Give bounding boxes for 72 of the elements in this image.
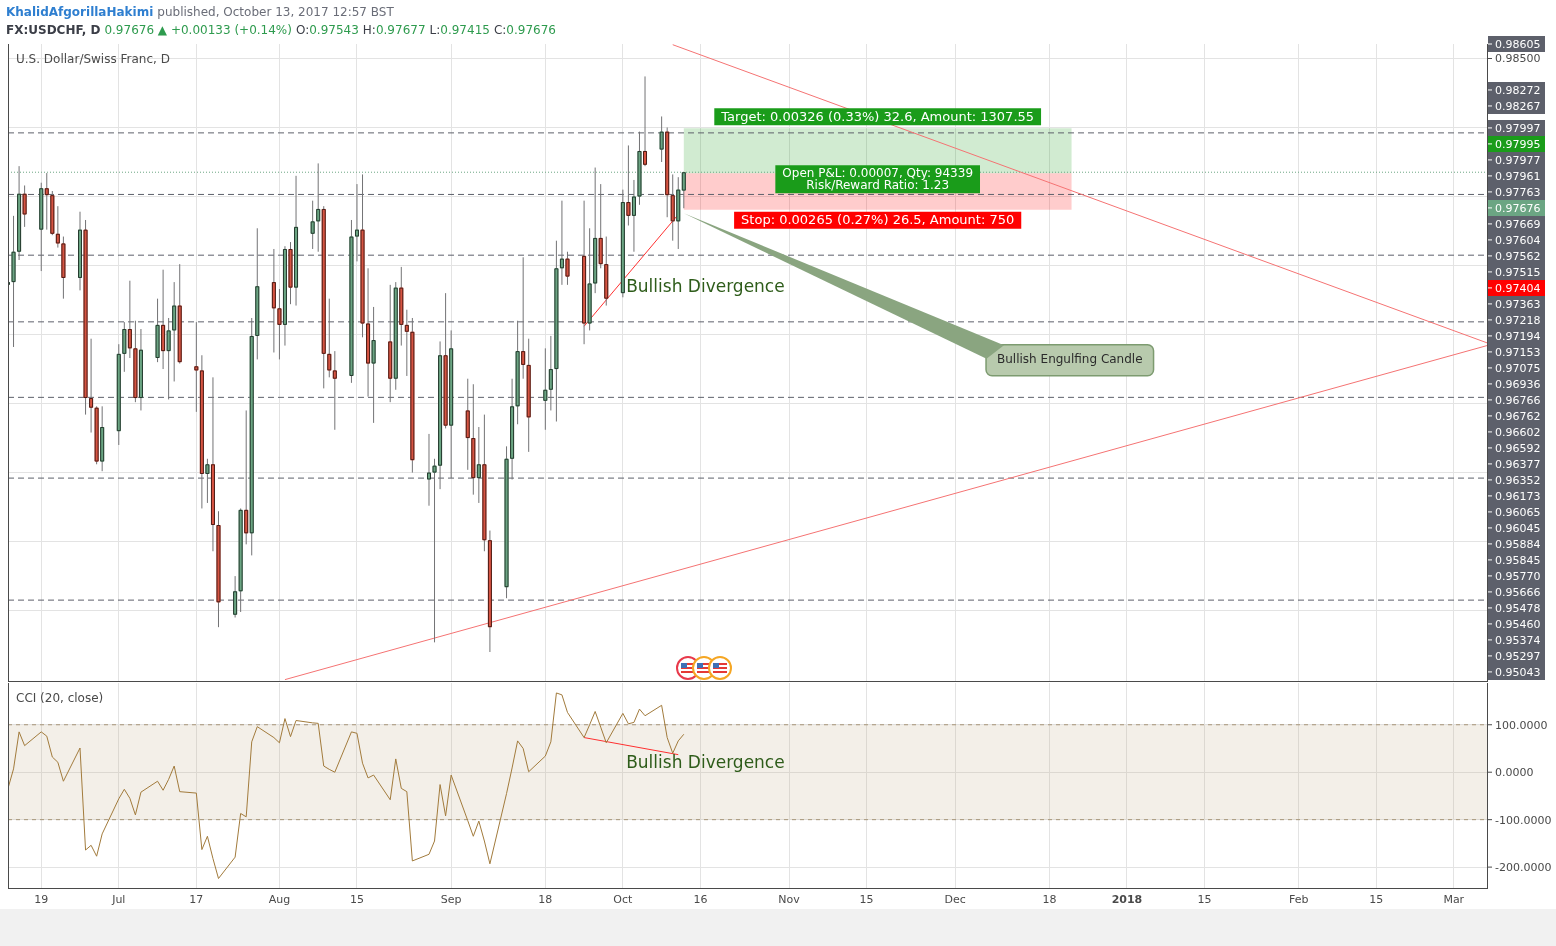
text: 0.97363 (1495, 297, 1541, 311)
x-tick-label: Jul (111, 893, 126, 907)
x-tick-label: 18 (1042, 893, 1057, 907)
text: CCI (20, close) (16, 691, 104, 706)
text: U.S. Dollar/Swiss Franc, D (16, 52, 170, 67)
text: 0.95666 (1495, 585, 1541, 599)
x-tick-label: 18 (538, 893, 553, 907)
y-tick-label: 0.98605 (1495, 38, 1541, 51)
x-tick-label: 15 (349, 893, 364, 907)
y-tick-label: 0.0000 (1495, 766, 1534, 780)
text: 0.97194 (1495, 329, 1541, 343)
x-tick-label: Feb (1288, 893, 1309, 907)
y-tick-label: 0.98500 (1495, 52, 1541, 66)
annotation: Bullish Engulfing Candle (997, 352, 1143, 367)
x-tick-label: 16 (693, 893, 708, 907)
text: 0.95884 (1495, 537, 1541, 551)
x-tick-label: 15 (1369, 893, 1384, 907)
x-tick-label: 17 (189, 893, 204, 907)
text: 0.96065 (1495, 505, 1541, 519)
x-tick-label: 15 (1197, 893, 1212, 907)
text: 0.96936 (1495, 377, 1541, 391)
text: 0.96352 (1495, 473, 1541, 487)
text: 0.97404 (1495, 281, 1541, 295)
x-tick-label: Nov (778, 893, 801, 907)
text: 0.97977 (1495, 153, 1541, 167)
y-tick-label: -100.0000 (1495, 813, 1552, 827)
text: 0.97562 (1495, 249, 1541, 263)
text: 0.96766 (1495, 393, 1541, 407)
y-tick-label: 0.98272 (1495, 83, 1541, 97)
text: KhalidAfgorillaHakimi published, October 13, 2017 12:57 BST (6, 4, 394, 21)
x-tick-label: 2018 (1111, 893, 1143, 907)
text: 0.95043 (1495, 665, 1541, 679)
text: 0.97995 (1495, 137, 1541, 151)
x-tick-label: 15 (859, 893, 874, 907)
text: 0.97676 (506, 22, 556, 39)
x-tick-label: 19 (34, 893, 49, 907)
text: 0.95297 (1495, 649, 1541, 663)
text: 0.95374 (1495, 633, 1541, 647)
annotation: Bullish Divergence (626, 275, 785, 296)
band-label: Target: 0.00326 (0.33%) 32.6, Amount: 1307.55 (720, 108, 1035, 124)
text: 0.97763 (1495, 185, 1541, 199)
text: FX:USDCHF, D 0.97676 ▲ +0.00133 (+0.14%) O:0.97543 H:0.97677 L:0.97415 C: (6, 23, 507, 37)
x-tick-label: Sep (440, 893, 462, 907)
x-tick-label: Mar (1443, 893, 1465, 907)
annotation: Open P&L: 0.00007, Qty: 94339 Risk/Reward Ratio: 1.23 (782, 165, 974, 193)
y-tick-label: 0.97997 (1495, 121, 1541, 135)
y-tick-label: -200.0000 (1495, 861, 1552, 875)
text: 0.97676 (1495, 201, 1541, 215)
band-label: Stop: 0.00265 (0.27%) 26.5, Amount: 750 (741, 212, 1015, 228)
text: 0.96173 (1495, 489, 1541, 503)
x-tick-label: Oct (613, 893, 634, 907)
x-tick-label: Aug (268, 893, 291, 907)
text: 0.97075 (1495, 361, 1541, 375)
x-tick-label: Dec (944, 893, 966, 907)
text: 0.95478 (1495, 601, 1541, 615)
text: 0.97218 (1495, 313, 1541, 327)
text: 0.95845 (1495, 553, 1541, 567)
text: 0.97604 (1495, 233, 1541, 247)
text: 0.97153 (1495, 345, 1541, 359)
text: 0.95460 (1495, 617, 1541, 631)
text: 0.96602 (1495, 425, 1541, 439)
text: 0.98267 (1495, 99, 1541, 113)
y-tick-label: 100.0000 (1495, 718, 1548, 732)
text: 0.97669 (1495, 217, 1541, 231)
text: 0.97515 (1495, 265, 1541, 279)
text: 0.95770 (1495, 569, 1541, 583)
text: 0.96592 (1495, 441, 1541, 455)
annotation: Bullish Divergence (626, 751, 785, 772)
text: 0.96045 (1495, 521, 1541, 535)
text: 0.96762 (1495, 409, 1541, 423)
text: 0.97961 (1495, 169, 1541, 183)
text: 0.96377 (1495, 457, 1541, 471)
